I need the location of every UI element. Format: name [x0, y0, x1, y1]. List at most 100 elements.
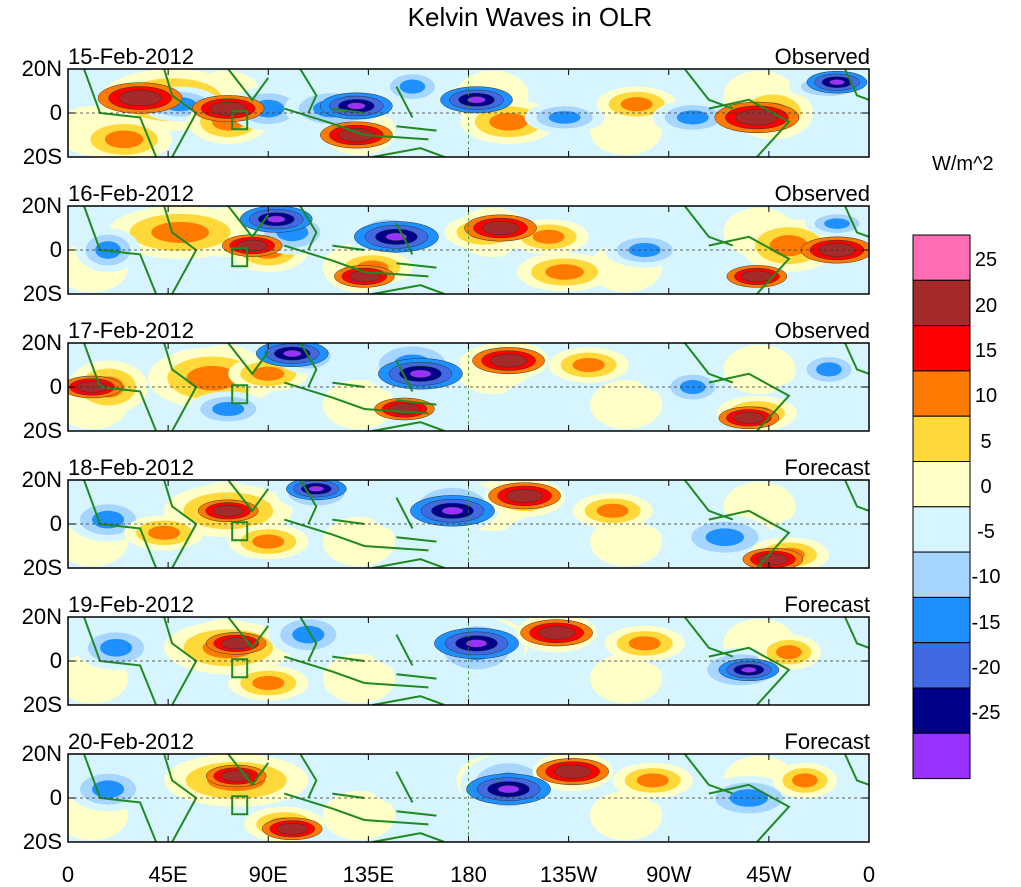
anomaly-contour — [411, 242, 485, 293]
coastline — [844, 480, 869, 512]
coastline — [332, 792, 365, 799]
anomaly-core — [212, 505, 244, 517]
anomaly-contour — [399, 79, 426, 94]
x-axis-label: 0 — [61, 862, 75, 887]
colorbar-label: -15 — [971, 611, 1001, 634]
colorbar-swatch — [912, 732, 971, 780]
anomaly-core — [757, 553, 789, 565]
region-box — [231, 795, 249, 816]
coastline — [163, 480, 198, 568]
colorbar-swatch — [912, 325, 971, 372]
colorbar-label: 0 — [980, 475, 992, 498]
anomaly-core — [220, 637, 252, 650]
x-axis-label: 45W — [746, 862, 792, 887]
coastline — [283, 655, 429, 689]
anomaly-contour — [500, 516, 574, 567]
anomaly-contour — [532, 229, 565, 244]
y-axis-label: 20S — [22, 281, 62, 306]
anomaly-contour — [792, 773, 818, 788]
colorbar-swatch — [912, 551, 971, 598]
panel-kind-label: Observed — [774, 181, 870, 206]
coastline — [708, 783, 791, 842]
coastline — [163, 617, 198, 705]
coastline — [83, 206, 158, 294]
anomaly-contour — [500, 379, 574, 430]
anomaly-contour — [104, 130, 144, 149]
coastline — [844, 343, 869, 375]
anomaly-contour — [548, 111, 581, 124]
region-box — [231, 110, 249, 131]
colorbar-label: -20 — [971, 657, 1001, 679]
anomaly-contour — [322, 516, 396, 567]
y-axis-label: 20N — [21, 330, 62, 355]
anomaly-contour — [144, 790, 218, 841]
colorbar-swatch — [912, 642, 971, 689]
anomaly-core — [349, 270, 380, 283]
coastline — [299, 617, 318, 662]
panel-date-label: 20-Feb-2012 — [68, 729, 194, 754]
anomaly-contour — [186, 365, 238, 391]
coastline — [299, 754, 318, 799]
coastline — [283, 792, 429, 826]
anomaly-contour — [489, 113, 528, 131]
colorbar-swatch — [912, 279, 971, 327]
coastline — [396, 536, 437, 543]
coastline — [332, 107, 365, 114]
y-axis-label: 0 — [49, 648, 62, 673]
coastline — [299, 69, 318, 114]
coastline — [372, 421, 445, 431]
panel-kind-label: Forecast — [784, 455, 870, 480]
coastline — [332, 518, 365, 525]
coastline — [708, 235, 791, 294]
anomaly-contour — [322, 790, 396, 841]
x-axis-label: 180 — [450, 862, 487, 887]
region-box — [231, 384, 249, 405]
colorbar — [912, 234, 971, 780]
anomaly-contour — [322, 653, 396, 704]
x-axis-label: 0 — [862, 862, 876, 887]
anomaly-core — [347, 102, 366, 110]
coastline — [708, 98, 791, 157]
colorbar-swatch — [912, 506, 971, 553]
anomaly-core — [554, 764, 591, 779]
y-axis-label: 20N — [21, 741, 62, 766]
coastline — [227, 617, 270, 650]
coastline — [396, 810, 437, 817]
colorbar-label: 25 — [974, 249, 998, 272]
anomaly-core — [283, 350, 302, 358]
coastline — [283, 244, 429, 278]
colorbar-label: 5 — [980, 430, 992, 453]
anomaly-core — [506, 488, 543, 503]
colorbar-label: 20 — [974, 294, 998, 317]
colorbar-label: -10 — [971, 566, 1001, 589]
panel-date-label: 17-Feb-2012 — [68, 318, 194, 343]
anomaly-core — [409, 369, 432, 378]
anomaly-contour — [92, 780, 125, 798]
y-axis-label: 0 — [49, 785, 62, 810]
anomaly-core — [220, 770, 252, 782]
anomaly-contour — [252, 534, 285, 549]
anomaly-contour — [769, 235, 809, 257]
y-axis-label: 20S — [22, 829, 62, 854]
map-panel-5 — [67, 616, 870, 706]
anomaly-core — [741, 270, 773, 283]
colorbar-swatch — [912, 415, 971, 463]
region-box — [231, 521, 249, 542]
y-axis-label: 0 — [49, 374, 62, 399]
anomaly-contour — [589, 790, 663, 841]
anomaly-contour — [589, 379, 663, 430]
y-axis-label: 0 — [49, 237, 62, 262]
anomaly-core — [467, 96, 486, 104]
region-box — [231, 658, 249, 679]
units-label: W/m^2 — [932, 153, 994, 175]
coastline — [227, 343, 270, 376]
x-axis-label: 90E — [248, 862, 288, 887]
anomaly-contour — [636, 773, 669, 788]
y-axis-label: 20N — [21, 56, 62, 81]
coastline — [844, 754, 869, 786]
coastline — [332, 244, 365, 251]
anomaly-contour — [596, 503, 629, 518]
anomaly-contour — [100, 639, 133, 657]
anomaly-contour — [151, 221, 209, 243]
